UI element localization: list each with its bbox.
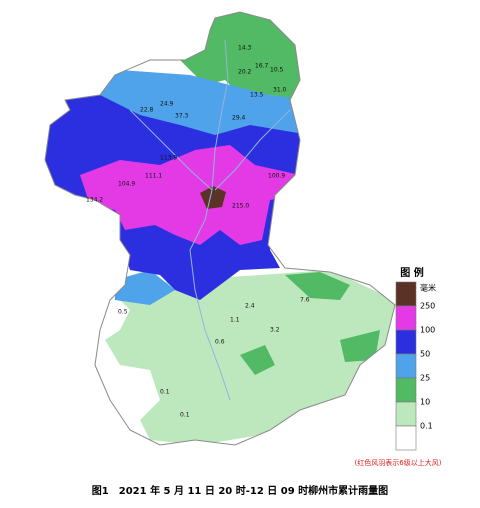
station-value: 215.0	[232, 203, 249, 210]
station-value: 0.5	[118, 309, 128, 316]
station-value: 22.8	[140, 107, 154, 114]
legend-label: 50	[420, 350, 430, 359]
station-value: 1.1	[230, 317, 240, 324]
legend-label: 250	[420, 302, 435, 311]
legend-title: 图 例	[400, 266, 423, 279]
station-value: 134.2	[86, 197, 103, 204]
station-value: 13.5	[250, 92, 264, 99]
station-value: 16.7	[255, 63, 269, 70]
station-value: 24.9	[160, 101, 174, 108]
station-value: 14.3	[238, 45, 252, 52]
legend: 毫米 250 100 50 25 10 0.1	[395, 281, 436, 451]
station-value: 37.3	[175, 113, 189, 120]
caption: 图1 2021 年 5 月 11 日 20 时-12 日 09 时柳州市累计雨量…	[92, 484, 388, 497]
station-value: 3.2	[270, 327, 280, 334]
station-value: 20.2	[238, 69, 252, 76]
legend-swatch	[395, 401, 417, 427]
station-value: 2.4	[245, 303, 255, 310]
legend-swatch	[395, 281, 417, 307]
station-value: 100.9	[268, 173, 285, 180]
station-value: 113.9	[160, 155, 177, 162]
legend-swatch	[395, 305, 417, 331]
legend-unit: 毫米	[420, 283, 436, 293]
station-value: 29.4	[232, 115, 246, 122]
station-value: 10.5	[270, 67, 284, 74]
legend-label: 25	[420, 374, 430, 383]
station-value: 0.1	[160, 389, 170, 396]
station-value: 31.0	[273, 87, 287, 94]
legend-swatch	[395, 353, 417, 379]
station-values: 14.3 20.2 16.7 10.5 31.0 13.5 22.8 24.9 …	[86, 45, 310, 419]
station-value: 0.1	[180, 412, 190, 419]
note: (红色风羽表示6级以上大风)	[355, 458, 442, 467]
rivers	[129, 39, 291, 401]
legend-label: 0.1	[420, 422, 433, 431]
station-value: 0.6	[215, 339, 225, 346]
station-value: 7.6	[300, 297, 310, 304]
legend-swatch	[395, 329, 417, 355]
legend-label: 10	[420, 398, 430, 407]
station-value: 111.1	[145, 173, 162, 180]
station-value: 104.9	[118, 181, 135, 188]
legend-swatch	[395, 425, 417, 451]
legend-label: 100	[420, 326, 435, 335]
legend-swatch	[395, 377, 417, 403]
